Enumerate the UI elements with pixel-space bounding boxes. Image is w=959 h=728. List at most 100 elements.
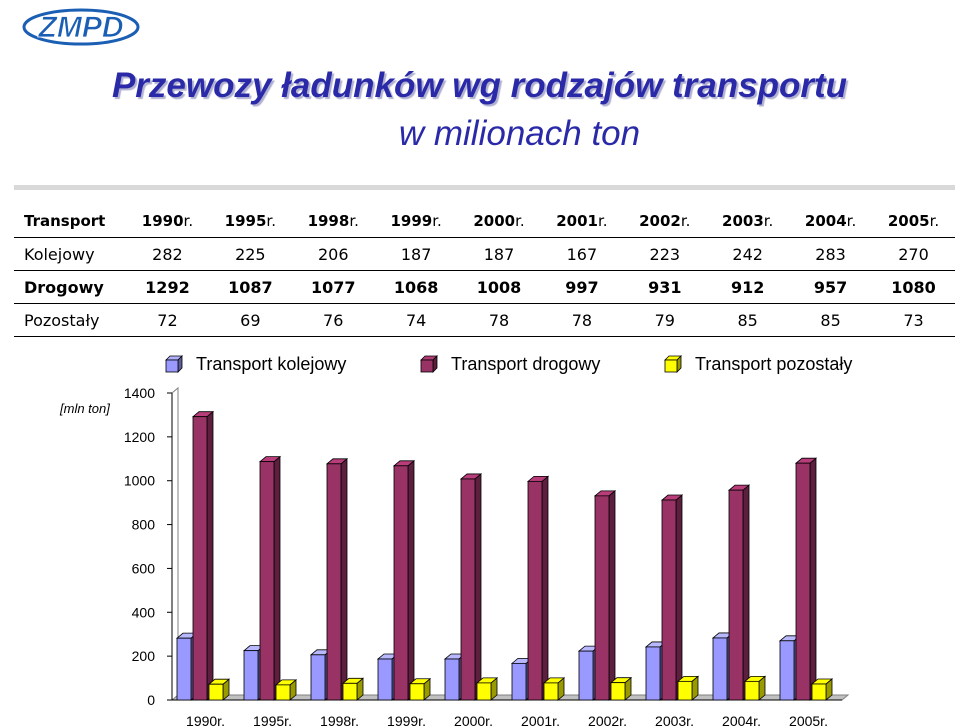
year-header: 1999r.	[374, 205, 458, 238]
table-cell: 187	[457, 237, 541, 271]
table-header-label: Transport	[14, 205, 126, 238]
bar	[743, 675, 767, 701]
bar-front	[677, 680, 693, 701]
y-tick-label: 600	[132, 560, 156, 576]
legend-swatch	[420, 359, 434, 373]
bar-side	[742, 484, 750, 701]
bar	[676, 675, 700, 701]
year-header: 2001r.	[540, 205, 624, 238]
bar-front	[444, 658, 460, 701]
bar-front	[476, 682, 492, 701]
table-cell: 85	[789, 303, 873, 337]
bar-front	[578, 650, 594, 701]
table-cell: 1087	[208, 270, 292, 304]
x-tick-label: 2005r.	[789, 713, 828, 728]
x-tick-label: 2000r.	[454, 713, 493, 728]
bar	[408, 677, 432, 701]
bar-chart: 0 200 400 600 800 1000 1200 1400 [mln ton] Transp…	[59, 354, 852, 728]
year-header: 2003r.	[706, 205, 790, 238]
legend-swatch	[664, 359, 678, 373]
y-tick-label: 1400	[124, 385, 155, 401]
bar	[341, 677, 365, 701]
year-header: 2005r.	[872, 205, 955, 238]
table-cell: 223	[623, 237, 707, 271]
table-cell: 206	[291, 237, 375, 271]
x-tick-label: 2001r.	[521, 713, 560, 728]
bar-side	[206, 410, 214, 701]
row-label: Kolejowy	[14, 237, 126, 271]
year-header: 1990r.	[126, 205, 209, 238]
table-cell: 242	[706, 237, 790, 271]
legend-label: Transport drogowy	[451, 354, 600, 374]
bar-front	[176, 637, 192, 701]
bar	[459, 473, 483, 701]
bar-front	[811, 683, 827, 701]
y-axis-label: [mln ton]	[59, 401, 110, 416]
y-tick-label: 200	[132, 648, 156, 664]
legend-label: Transport kolejowy	[196, 354, 346, 374]
bar	[392, 459, 416, 701]
bar-front	[779, 640, 795, 701]
table-cell: 1008	[457, 270, 541, 304]
bar-side	[541, 475, 549, 701]
logo-text: ZMPD	[38, 11, 124, 44]
bar-front	[208, 683, 224, 701]
bar-front	[460, 478, 476, 701]
bar-side	[809, 457, 817, 701]
bar-front	[795, 462, 811, 701]
bar-front	[393, 465, 409, 701]
bar-front	[661, 499, 677, 701]
table-cell: 69	[208, 303, 292, 337]
bar-side	[340, 457, 348, 701]
bar-side	[608, 489, 616, 701]
bar-side	[474, 473, 482, 701]
bar-front	[610, 682, 626, 701]
year-header: 1998r.	[291, 205, 375, 238]
table-cell: 187	[374, 237, 458, 271]
table-row-kolejowy: Kolejowy 282 225 206 187 187 167 223 242…	[14, 237, 955, 271]
bar	[810, 678, 834, 701]
bar-front	[326, 463, 342, 701]
bar-side	[273, 455, 281, 701]
x-tick-label: 2003r.	[655, 713, 694, 728]
bar	[526, 475, 550, 701]
table-cell: 997	[540, 270, 624, 304]
table-cell: 957	[789, 270, 873, 304]
table-cell: 1077	[291, 270, 375, 304]
table-cell: 1292	[126, 270, 209, 304]
y-tick-label: 800	[132, 517, 156, 533]
year-header: 2000r.	[457, 205, 541, 238]
bar	[191, 410, 215, 701]
table-cell: 74	[374, 303, 458, 337]
bar	[542, 677, 566, 701]
year-header: 2002r.	[623, 205, 707, 238]
table-row-pozostaly: Pozostały 72 69 76 74 78 78 79 85 85 73	[14, 303, 955, 337]
table-cell: 912	[706, 270, 790, 304]
bar-front	[511, 662, 527, 701]
table-cell: 270	[872, 237, 955, 271]
bar	[274, 679, 298, 701]
data-table: Transport 1990r. 1995r. 1998r. 1999r. 20…	[14, 205, 955, 337]
bar	[258, 455, 282, 701]
bar-front	[409, 683, 425, 701]
x-tick-label: 1998r.	[320, 713, 359, 728]
bar-front	[192, 416, 208, 701]
bar	[207, 678, 231, 701]
x-tick-label: 1999r.	[387, 713, 426, 728]
page-subtitle: w milionach ton	[398, 114, 641, 153]
bar	[660, 494, 684, 701]
bar	[325, 457, 349, 701]
bar	[609, 676, 633, 701]
table-cell: 283	[789, 237, 873, 271]
table-cell: 73	[872, 303, 955, 337]
x-tick-label: 1995r.	[253, 713, 292, 728]
y-tick-label: 0	[147, 692, 155, 708]
y-tick-label: 1200	[124, 429, 155, 445]
bar-front	[543, 682, 559, 701]
table-cell: 1068	[374, 270, 458, 304]
bar-front	[310, 654, 326, 701]
bar-front	[259, 461, 275, 701]
bar-side	[407, 459, 415, 701]
year-header: 1995r.	[208, 205, 292, 238]
table-cell: 931	[623, 270, 707, 304]
